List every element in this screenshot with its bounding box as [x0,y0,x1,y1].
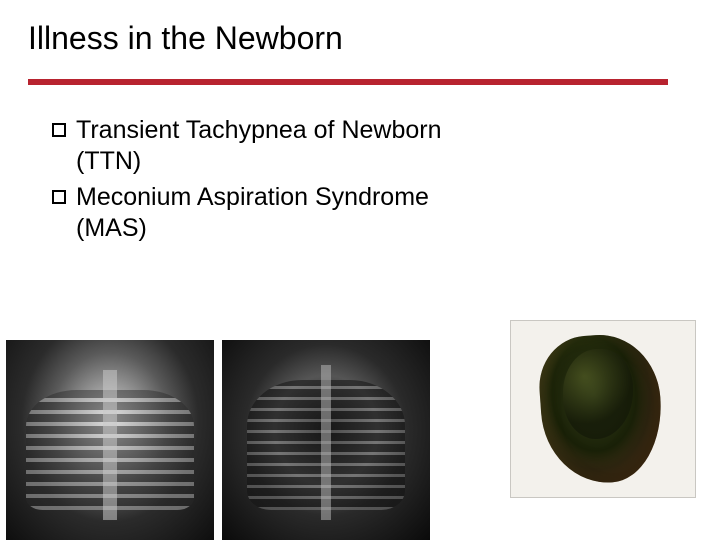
meconium-image [510,320,696,498]
xray-image-ttn [6,340,214,540]
slide: Illness in the Newborn Transient Tachypn… [0,0,720,540]
bullet-item: Meconium Aspiration Syndrome (MAS) [52,182,692,245]
horizontal-rule [28,79,668,85]
square-bullet-icon [52,190,66,204]
bullet-text: Meconium Aspiration Syndrome (MAS) [76,182,496,245]
bullet-text: Transient Tachypnea of Newborn (TTN) [76,115,496,178]
bullet-list: Transient Tachypnea of Newborn (TTN) Mec… [28,115,692,244]
square-bullet-icon [52,123,66,137]
bullet-item: Transient Tachypnea of Newborn (TTN) [52,115,692,178]
xray-image-mas [222,340,430,540]
slide-title: Illness in the Newborn [28,20,692,57]
